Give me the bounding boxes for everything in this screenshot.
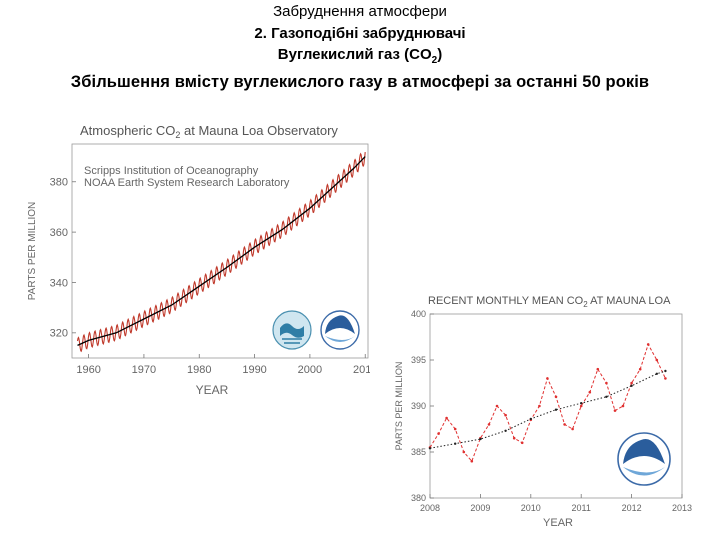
chart1-xtick-label: 2010 bbox=[353, 364, 370, 376]
chart1-ytick-label: 340 bbox=[50, 277, 68, 289]
chart1-series-trend bbox=[77, 156, 366, 346]
chart2-monthly-point bbox=[630, 381, 633, 385]
noaa-logo: NOAA bbox=[320, 310, 360, 350]
chart2-monthly-point bbox=[646, 343, 650, 346]
chart1-ytick-label: 380 bbox=[50, 177, 68, 189]
chart2-monthly-point bbox=[487, 423, 491, 426]
chart2-xlabel: YEAR bbox=[543, 517, 573, 529]
chart2-series-trend bbox=[429, 370, 666, 449]
chart1-xtick-label: 1980 bbox=[187, 364, 211, 376]
chart1-ytick-label: 360 bbox=[50, 227, 68, 239]
chart2-monthly-point bbox=[546, 377, 549, 380]
chart2-trend-point bbox=[479, 437, 482, 441]
header-pollutant: Вуглекислий газ (CO2) bbox=[0, 46, 720, 66]
chart1-source-1: Scripps Institution of Oceanography bbox=[84, 165, 259, 177]
chart2-monthly-point bbox=[470, 459, 474, 463]
noaa-logo: NOAA bbox=[617, 432, 671, 486]
chart1-series-monthly bbox=[76, 152, 366, 353]
chart2-monthly-point bbox=[579, 404, 583, 408]
chart2-monthly-point bbox=[445, 416, 448, 420]
chart2-trend-point bbox=[605, 395, 608, 398]
chart2-trend-point bbox=[428, 447, 432, 450]
header-pollutant-main: Вуглекислий газ (CO bbox=[277, 46, 432, 63]
chart2-monthly-point bbox=[437, 432, 440, 435]
chart2-ytick-label: 390 bbox=[411, 401, 426, 411]
chart2-trend-point bbox=[630, 384, 633, 387]
chart2-ytick-label: 395 bbox=[411, 355, 426, 365]
chart2-trend-point bbox=[580, 402, 583, 405]
chart1-title: Atmospheric CO2 at Mauna Loa Observatory bbox=[80, 123, 338, 140]
header-section: 2. Газоподібні забруднювачі bbox=[254, 25, 466, 42]
scripps-logo bbox=[272, 310, 312, 350]
chart1-xtick-label: 1990 bbox=[242, 364, 266, 376]
chart2-monthly-point bbox=[588, 390, 592, 394]
header-pollutant-end: ) bbox=[437, 46, 443, 63]
chart1-ytick-label: 320 bbox=[50, 328, 68, 340]
chart2-monthly-point bbox=[571, 427, 574, 431]
chart2-monthly-point bbox=[504, 413, 507, 417]
chart2-ytick-label: 385 bbox=[411, 447, 426, 457]
chart2-monthly-point bbox=[453, 427, 457, 431]
chart2-xtick-label: 2009 bbox=[470, 503, 490, 513]
chart2-monthly-point bbox=[512, 436, 516, 440]
chart2-ytick-label: 380 bbox=[411, 493, 426, 503]
chart1-xtick-label: 2000 bbox=[298, 364, 322, 376]
svg-text:NOAA: NOAA bbox=[632, 459, 656, 468]
chart1-frame bbox=[71, 143, 369, 359]
chart2-xtick-label: 2011 bbox=[572, 503, 591, 513]
chart2-monthly-point bbox=[596, 367, 600, 371]
co2-long-term-chart: Atmospheric CO2 at Mauna Loa Observatory… bbox=[27, 123, 370, 397]
chart1-ylabel: PARTS PER MILLION bbox=[27, 202, 38, 301]
chart1-xtick-label: 1960 bbox=[76, 364, 100, 376]
chart2-trend-point bbox=[504, 429, 507, 432]
header-pollutant-sub: 2 bbox=[431, 55, 438, 66]
chart2-monthly-point bbox=[554, 395, 558, 399]
chart2-xtick-label: 2010 bbox=[521, 503, 541, 513]
chart1-xlabel: YEAR bbox=[196, 383, 229, 397]
chart2-trend-point bbox=[529, 417, 532, 421]
chart2-title: RECENT MONTHLY MEAN CO2 AT MAUNA LOA bbox=[428, 295, 671, 309]
chart2-monthly-point bbox=[538, 404, 541, 408]
svg-text:NOAA: NOAA bbox=[331, 330, 349, 337]
chart2-trend-point bbox=[664, 369, 667, 373]
chart2-monthly-point bbox=[563, 423, 566, 426]
chart2-monthly-point bbox=[621, 404, 625, 408]
chart1-xtick-label: 1970 bbox=[132, 364, 156, 376]
chart2-monthly-point bbox=[605, 381, 608, 385]
chart2-xtick-label: 2012 bbox=[622, 503, 642, 513]
chart2-monthly-point bbox=[655, 358, 659, 362]
chart2-monthly-point bbox=[613, 409, 617, 412]
chart2-monthly-point bbox=[495, 404, 499, 408]
chart2-trend-point bbox=[554, 408, 558, 411]
chart2-monthly-point bbox=[638, 367, 642, 371]
co2-recent-monthly-chart: RECENT MONTHLY MEAN CO2 AT MAUNA LOA 200… bbox=[394, 295, 692, 529]
chart2-ylabel: PARTS PER MILLION bbox=[394, 362, 404, 451]
chart2-xtick-label: 2008 bbox=[420, 503, 440, 513]
chart2-ytick-label: 400 bbox=[411, 309, 426, 319]
chart2-monthly-point bbox=[520, 441, 524, 445]
header-topic: Забруднення атмосфери bbox=[273, 3, 447, 20]
chart2-monthly-point bbox=[462, 450, 466, 454]
chart1-source-2: NOAA Earth System Research Laboratory bbox=[84, 177, 290, 189]
chart2-trend-point bbox=[655, 372, 658, 375]
slide-subtitle: Збільшення вмісту вуглекислого газу в ат… bbox=[70, 73, 650, 91]
chart2-trend-point bbox=[454, 442, 457, 445]
chart2-xtick-label: 2013 bbox=[672, 503, 692, 513]
chart2-monthly-point bbox=[664, 377, 667, 380]
